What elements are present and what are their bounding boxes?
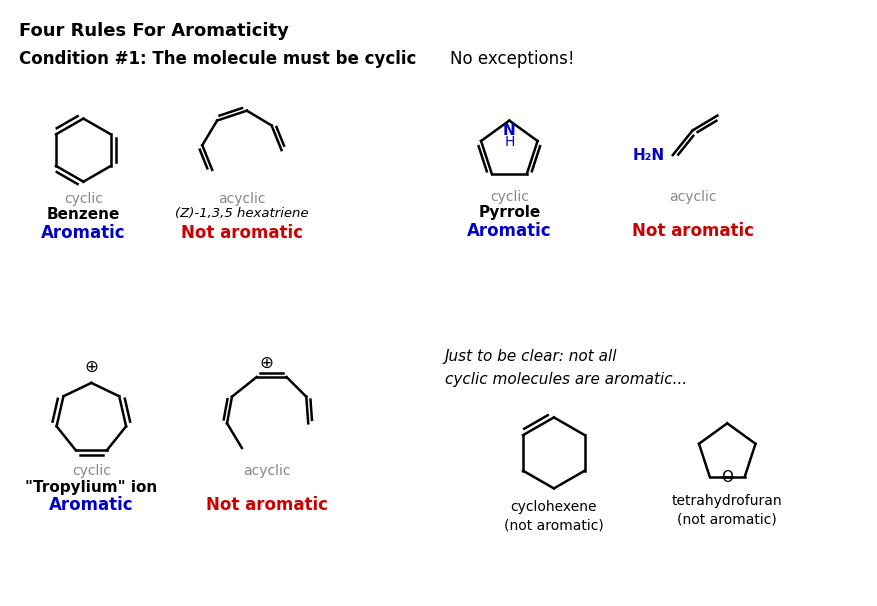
Text: H: H (503, 135, 514, 149)
Text: Aromatic: Aromatic (49, 496, 133, 514)
Text: cyclic: cyclic (72, 464, 111, 478)
Text: Not aromatic: Not aromatic (631, 222, 752, 240)
Text: acyclic: acyclic (668, 190, 716, 204)
Text: O: O (720, 470, 732, 485)
Text: cyclohexene
(not aromatic): cyclohexene (not aromatic) (503, 500, 603, 533)
Text: (Z)-1,3,5 hexatriene: (Z)-1,3,5 hexatriene (175, 207, 309, 221)
Text: Not aromatic: Not aromatic (181, 224, 303, 242)
Text: ⊕: ⊕ (260, 354, 274, 372)
Text: Benzene: Benzene (46, 207, 120, 222)
Text: cyclic: cyclic (64, 191, 103, 205)
Text: Condition #1: The molecule must be cyclic: Condition #1: The molecule must be cycli… (19, 50, 416, 67)
Text: tetrahydrofuran
(not aromatic): tetrahydrofuran (not aromatic) (671, 494, 781, 527)
Text: Pyrrole: Pyrrole (478, 205, 540, 221)
Text: Just to be clear: not all
cyclic molecules are aromatic...: Just to be clear: not all cyclic molecul… (445, 349, 687, 387)
Text: No exceptions!: No exceptions! (449, 50, 574, 67)
Text: H₂N: H₂N (632, 148, 664, 162)
Text: acyclic: acyclic (243, 464, 290, 478)
Text: N: N (503, 122, 515, 138)
Text: acyclic: acyclic (217, 191, 266, 205)
Text: cyclic: cyclic (489, 190, 528, 204)
Text: "Tropylium" ion: "Tropylium" ion (25, 479, 157, 494)
Text: Not aromatic: Not aromatic (205, 496, 327, 514)
Text: ⊕: ⊕ (84, 358, 98, 376)
Text: Aromatic: Aromatic (41, 224, 125, 242)
Text: Aromatic: Aromatic (467, 222, 551, 240)
Text: Four Rules For Aromaticity: Four Rules For Aromaticity (19, 22, 289, 40)
